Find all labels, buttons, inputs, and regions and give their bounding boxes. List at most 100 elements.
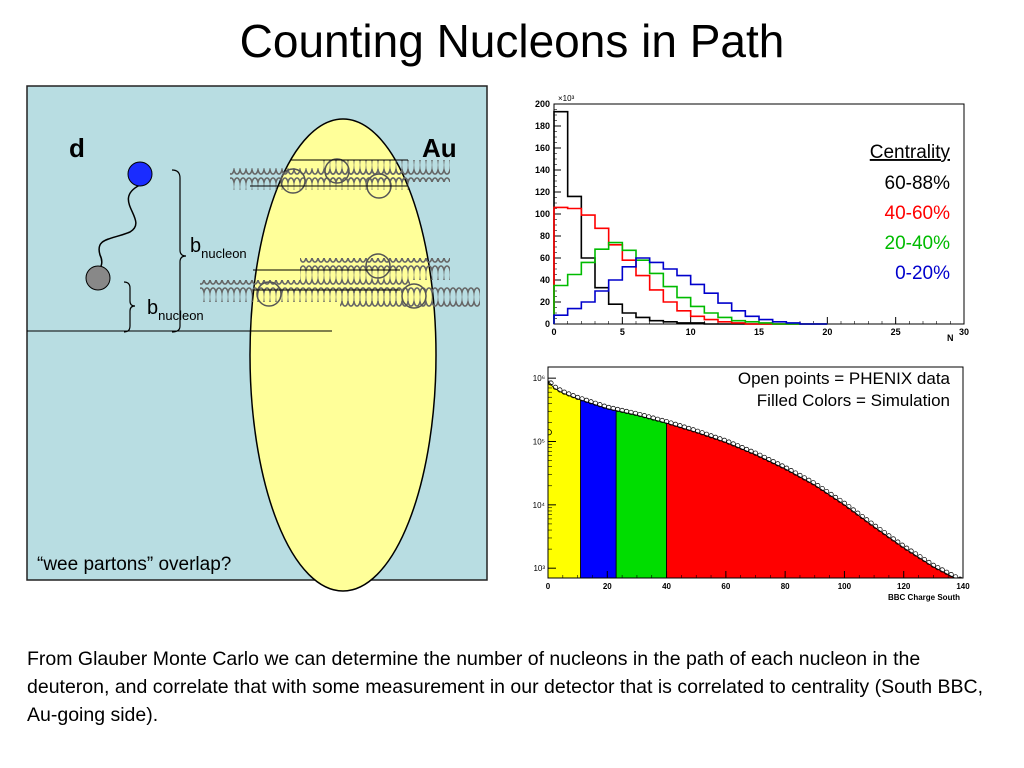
- hist-y-tick-label: 40: [540, 275, 550, 285]
- bbc-y-tick-label: 10⁶: [533, 374, 545, 383]
- phenix-data-point: [868, 520, 874, 526]
- phenix-data-point: [797, 472, 803, 479]
- phenix-data-point: [597, 402, 603, 408]
- wee-partons-note: “wee partons” overlap?: [37, 554, 231, 575]
- phenix-data-point: [801, 475, 807, 481]
- bbc-x-axis: 0 20 40 60 80 100 120 140: [546, 571, 970, 591]
- bbc-y-tick-label: 10³: [533, 564, 545, 573]
- bbc-legend-line-1: Open points = PHENIX data: [738, 369, 951, 388]
- phenix-data-point: [770, 459, 776, 465]
- phenix-data-point: [664, 419, 670, 425]
- phenix-data-point: [939, 567, 945, 573]
- phenix-data-point: [721, 437, 727, 443]
- phenix-data-point: [855, 510, 861, 516]
- bbc-x-label: BBC Charge South: [888, 593, 960, 602]
- phenix-data-point: [583, 397, 590, 403]
- phenix-data-point: [757, 452, 763, 458]
- deuteron-link: [97, 184, 141, 273]
- phenix-data-point: [886, 533, 892, 539]
- nucleon-circle: [256, 281, 282, 307]
- phenix-data-point: [792, 470, 799, 476]
- nucleon-circle: [324, 158, 350, 184]
- hist-exponent-label: ×10³: [558, 94, 575, 103]
- simulation-band: [615, 410, 667, 578]
- bbc-x-tick-label: 20: [603, 582, 612, 591]
- brace-small: [123, 281, 136, 333]
- phenix-data-point: [761, 454, 767, 460]
- hist-series: [553, 110, 828, 325]
- phenix-data-point: [944, 569, 950, 575]
- b-nucleon-label-upper: bnucleon: [190, 235, 247, 261]
- phenix-data-point: [850, 507, 856, 513]
- gluon-coil: [320, 160, 450, 182]
- bbc-x-tick-label: 100: [838, 582, 852, 591]
- phenix-data-point: [592, 400, 598, 406]
- phenix-data-point: [579, 396, 585, 402]
- bbc-x-tick-label: 0: [546, 582, 551, 591]
- phenix-data-point: [690, 427, 696, 433]
- phenix-data-point: [873, 523, 879, 529]
- brace-large: [171, 169, 187, 333]
- phenix-data-point: [841, 500, 847, 506]
- bbc-x-tick-label: 140: [956, 582, 970, 591]
- hist-y-tick-label: 180: [535, 121, 550, 131]
- hist-x-tick-label: 25: [891, 327, 901, 337]
- phenix-data-point: [921, 557, 928, 563]
- bbc-legend-line-2: Filled Colors = Simulation: [757, 391, 950, 410]
- phenix-data-point: [913, 551, 919, 557]
- phenix-data-point: [686, 425, 692, 432]
- phenix-data-point: [668, 420, 674, 426]
- phenix-data-point: [819, 485, 825, 492]
- phenix-data-point: [699, 430, 705, 436]
- phenix-data-point: [708, 433, 714, 439]
- legend-entry: 60-88%: [885, 173, 951, 194]
- phenix-data-point: [917, 554, 923, 560]
- phenix-data-point: [895, 539, 901, 545]
- phenix-data-point: [717, 436, 723, 442]
- phenix-data-point: [548, 429, 552, 436]
- phenix-data-point: [557, 387, 563, 393]
- phenix-data-point: [744, 446, 750, 453]
- phenix-data-point: [588, 399, 594, 405]
- hist-x-tick-label: 15: [754, 327, 764, 337]
- hist-y-axis: 0 20 40 60 80 100 120 140 160 180 200: [535, 99, 561, 329]
- phenix-data-point: [957, 576, 963, 578]
- phenix-data-point: [775, 461, 781, 467]
- phenix-data-point: [877, 526, 883, 533]
- slide-caption: From Glauber Monte Carlo we can determin…: [27, 648, 983, 726]
- phenix-data-point: [766, 456, 772, 463]
- gluon-coil: [340, 285, 480, 307]
- label-au: Au: [422, 133, 457, 163]
- phenix-data-point: [815, 483, 821, 489]
- hist-series-0-20%: [553, 257, 828, 325]
- hist-y-tick-label: 160: [535, 143, 550, 153]
- hist-y-tick-label: 140: [535, 165, 550, 175]
- phenix-data-point: [828, 491, 834, 498]
- hist-series-40-60%: [553, 206, 828, 325]
- phenix-data-point: [748, 448, 754, 454]
- phenix-data-point: [677, 423, 683, 429]
- phenix-data-point: [948, 572, 954, 578]
- hist-y-tick-label: 100: [535, 209, 550, 219]
- hist-x-label: N: [947, 333, 954, 343]
- legend-entry: 0-20%: [895, 263, 950, 284]
- bbc-y-axis: 10³ 10⁴ 10⁵ 10⁶: [533, 374, 556, 573]
- bbc-x-tick-label: 120: [897, 582, 911, 591]
- bbc-x-tick-label: 40: [662, 582, 671, 591]
- phenix-data-point: [846, 504, 852, 510]
- legend-entry: 20-40%: [885, 233, 951, 254]
- hist-x-tick-label: 10: [686, 327, 696, 337]
- phenix-data-point: [832, 494, 839, 500]
- phenix-data-point: [570, 393, 576, 399]
- bbc-y-tick-label: 10⁴: [533, 501, 546, 510]
- phenix-data-point: [881, 530, 887, 536]
- bbc-x-tick-label: 60: [721, 582, 730, 591]
- phenix-data-point: [712, 434, 719, 440]
- phenix-data-point: [730, 441, 736, 447]
- phenix-data-point: [681, 424, 687, 430]
- ncoll-histogram: 0 20 40 60 80 100 120 140 160 180 200 0 5 10 15 20 25 30…: [509, 88, 975, 343]
- bbc-x-tick-label: 80: [781, 582, 790, 591]
- gold-nucleus: [249, 118, 437, 592]
- hist-x-tick-label: 30: [959, 327, 969, 337]
